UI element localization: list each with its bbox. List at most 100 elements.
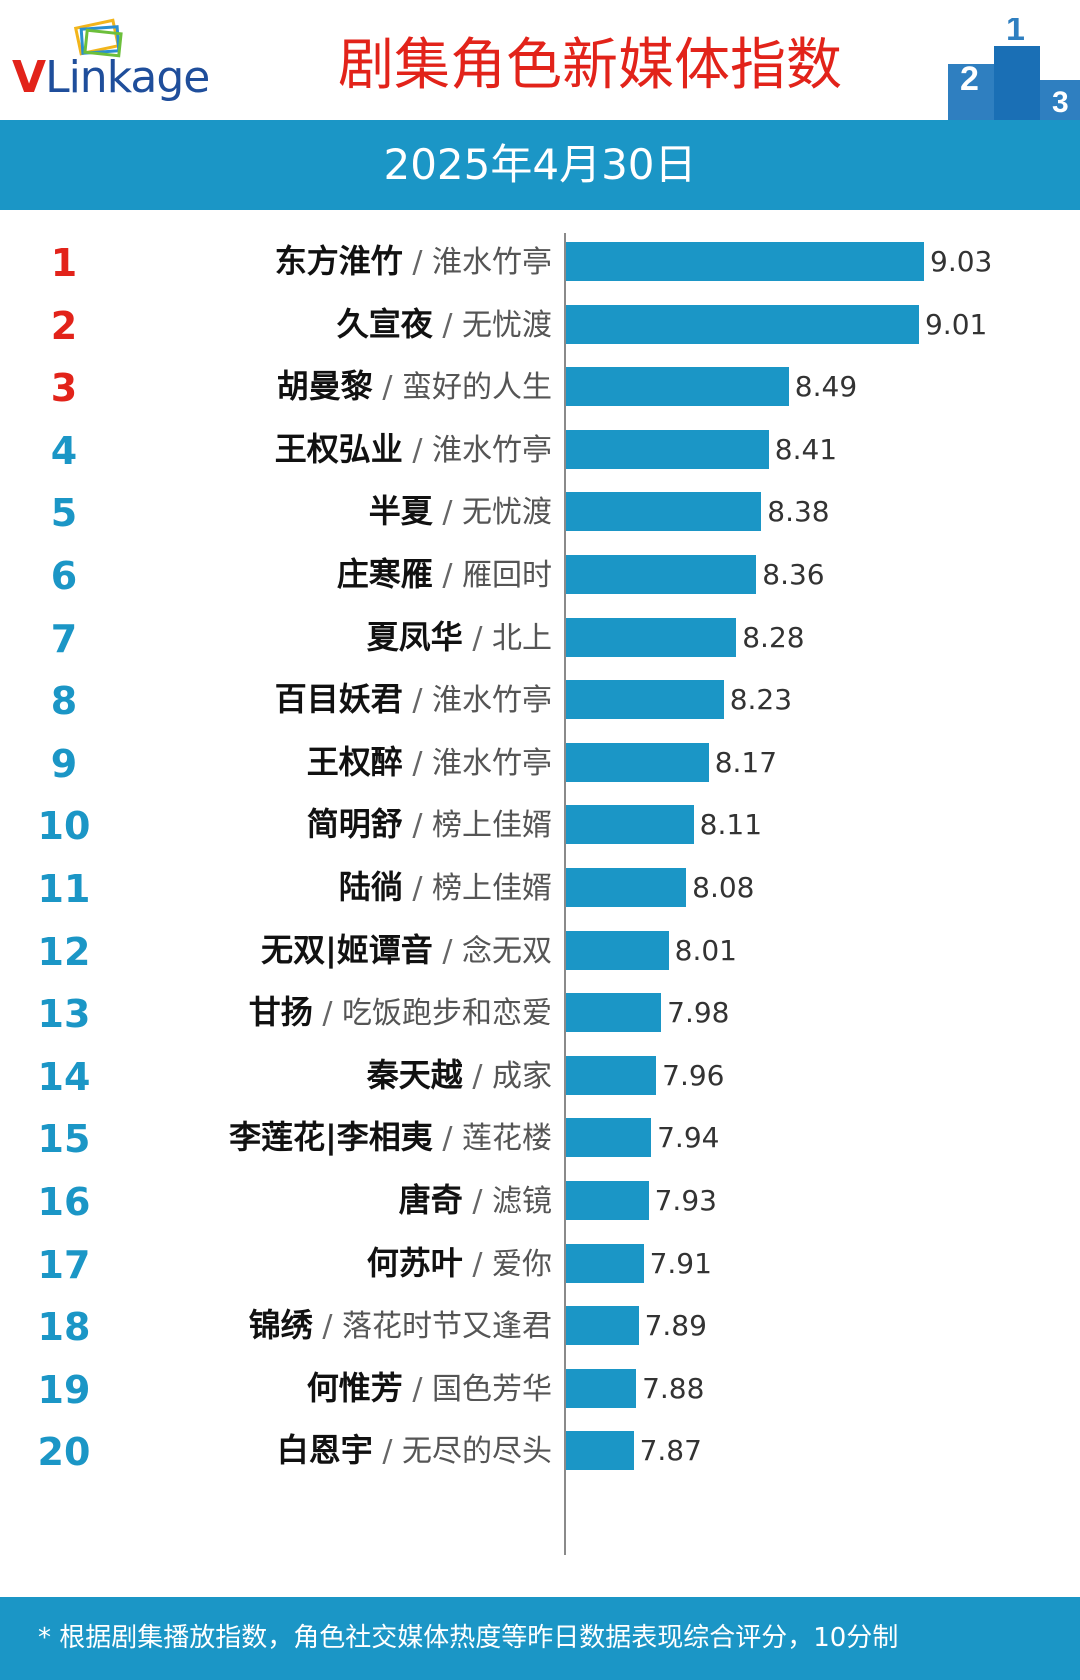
character-name: 王权弘业	[275, 430, 403, 468]
drama-title: 淮水竹亭	[432, 433, 552, 468]
row-label: 李莲花|李相夷 / 莲花楼	[229, 1117, 552, 1163]
chart-row: 1 东方淮竹 / 淮水竹亭 9.03	[0, 229, 1080, 296]
chart-row: 2 久宣夜 / 无忧渡 9.01	[0, 292, 1080, 359]
character-name: 简明舒	[307, 805, 403, 843]
label-separator: /	[403, 871, 432, 906]
label-separator: /	[433, 934, 462, 969]
label-separator: /	[463, 1059, 492, 1094]
chart-bar	[566, 680, 724, 719]
drama-title: 无忧渡	[462, 495, 552, 530]
chart-bar	[566, 805, 694, 844]
row-label: 夏凤华 / 北上	[367, 617, 552, 663]
podium-label-1: 1	[1006, 18, 1025, 48]
character-name: 夏凤华	[367, 618, 463, 656]
drama-title: 雁回时	[462, 558, 552, 593]
row-label: 无双|姬谭音 / 念无双	[261, 930, 552, 976]
character-name: 秦天越	[367, 1056, 463, 1094]
row-label: 简明舒 / 榜上佳婿	[307, 804, 552, 850]
row-label: 秦天越 / 成家	[367, 1055, 552, 1101]
label-separator: /	[433, 1121, 462, 1156]
date-banner: 2025年4月30日	[0, 120, 1080, 210]
rank-number: 3	[30, 364, 98, 412]
chart-bar	[566, 367, 789, 406]
bar-value-label: 7.88	[642, 1369, 704, 1408]
label-separator: /	[433, 558, 462, 593]
row-label: 庄寒雁 / 雁回时	[337, 554, 552, 600]
chart-row: 5 半夏 / 无忧渡 8.38	[0, 479, 1080, 546]
chart-bar	[566, 618, 736, 657]
chart-bar	[566, 555, 756, 594]
character-name: 李莲花|李相夷	[229, 1118, 433, 1156]
bar-value-label: 8.28	[742, 618, 804, 657]
row-label: 锦绣 / 落花时节又逢君	[249, 1305, 552, 1351]
character-name: 何惟芳	[307, 1369, 403, 1407]
rank-number: 17	[30, 1241, 98, 1289]
row-label: 何苏叶 / 爱你	[367, 1243, 552, 1289]
rank-number: 5	[30, 489, 98, 537]
chart-row: 9 王权醉 / 淮水竹亭 8.17	[0, 730, 1080, 797]
drama-title: 蛮好的人生	[402, 370, 552, 405]
label-separator: /	[403, 808, 432, 843]
chart-row: 11 陆徜 / 榜上佳婿 8.08	[0, 855, 1080, 922]
row-label: 百目妖君 / 淮水竹亭	[275, 679, 552, 725]
label-separator: /	[463, 1247, 492, 1282]
row-label: 甘扬 / 吃饭跑步和恋爱	[249, 992, 552, 1038]
character-name: 半夏	[369, 492, 433, 530]
chart-bar	[566, 1056, 656, 1095]
drama-title: 滤镜	[492, 1184, 552, 1219]
character-name: 庄寒雁	[337, 555, 433, 593]
rank-number: 9	[30, 740, 98, 788]
rank-number: 16	[30, 1178, 98, 1226]
rank-number: 6	[30, 552, 98, 600]
drama-title: 莲花楼	[462, 1121, 552, 1156]
bar-value-label: 8.36	[762, 555, 824, 594]
chart-bar	[566, 430, 769, 469]
chart-bar	[566, 242, 924, 281]
chart-row: 15 李莲花|李相夷 / 莲花楼 7.94	[0, 1105, 1080, 1172]
rank-number: 1	[30, 239, 98, 287]
bar-value-label: 8.49	[795, 367, 857, 406]
chart-row: 6 庄寒雁 / 雁回时 8.36	[0, 542, 1080, 609]
chart-row: 13 甘扬 / 吃饭跑步和恋爱 7.98	[0, 980, 1080, 1047]
label-separator: /	[373, 370, 402, 405]
rank-number: 8	[30, 677, 98, 725]
chart-bar	[566, 868, 686, 907]
drama-title: 淮水竹亭	[432, 683, 552, 718]
character-name: 甘扬	[249, 993, 313, 1031]
label-separator: /	[433, 308, 462, 343]
date-text: 2025年4月30日	[0, 120, 1080, 210]
rank-number: 20	[30, 1428, 98, 1476]
logo-v: V	[12, 52, 45, 103]
chart-row: 7 夏凤华 / 北上 8.28	[0, 605, 1080, 672]
rank-number: 2	[30, 302, 98, 350]
chart-bar	[566, 931, 669, 970]
bar-value-label: 9.03	[930, 242, 992, 281]
ranking-chart: 1 东方淮竹 / 淮水竹亭 9.03 2 久宣夜 / 无忧渡 9.01 3 胡曼黎 / 蛮好的…	[0, 225, 1080, 1545]
podium-label-3: 3	[1052, 86, 1069, 119]
row-label: 东方淮竹 / 淮水竹亭	[275, 241, 552, 287]
drama-title: 无忧渡	[462, 308, 552, 343]
chart-row: 3 胡曼黎 / 蛮好的人生 8.49	[0, 354, 1080, 421]
header: VLinkage 剧集角色新媒体指数 2 1 3	[0, 0, 1080, 120]
chart-row: 4 王权弘业 / 淮水竹亭 8.41	[0, 417, 1080, 484]
rank-number: 7	[30, 615, 98, 663]
chart-row: 16 唐奇 / 滤镜 7.93	[0, 1168, 1080, 1235]
rank-number: 11	[30, 865, 98, 913]
bar-value-label: 8.11	[700, 805, 762, 844]
chart-bar	[566, 492, 761, 531]
label-separator: /	[463, 1184, 492, 1219]
bar-value-label: 8.41	[775, 430, 837, 469]
chart-row: 10 简明舒 / 榜上佳婿 8.11	[0, 792, 1080, 859]
character-name: 胡曼黎	[277, 367, 373, 405]
vlinkage-logo: VLinkage	[12, 18, 242, 108]
drama-title: 落花时节又逢君	[342, 1309, 552, 1344]
character-name: 无双|姬谭音	[261, 931, 433, 969]
row-label: 王权醉 / 淮水竹亭	[307, 742, 552, 788]
rank-number: 19	[30, 1366, 98, 1414]
drama-title: 爱你	[492, 1247, 552, 1282]
character-name: 东方淮竹	[275, 242, 403, 280]
chart-bar	[566, 743, 709, 782]
label-separator: /	[403, 433, 432, 468]
row-label: 胡曼黎 / 蛮好的人生	[277, 366, 552, 412]
chart-bar	[566, 993, 661, 1032]
